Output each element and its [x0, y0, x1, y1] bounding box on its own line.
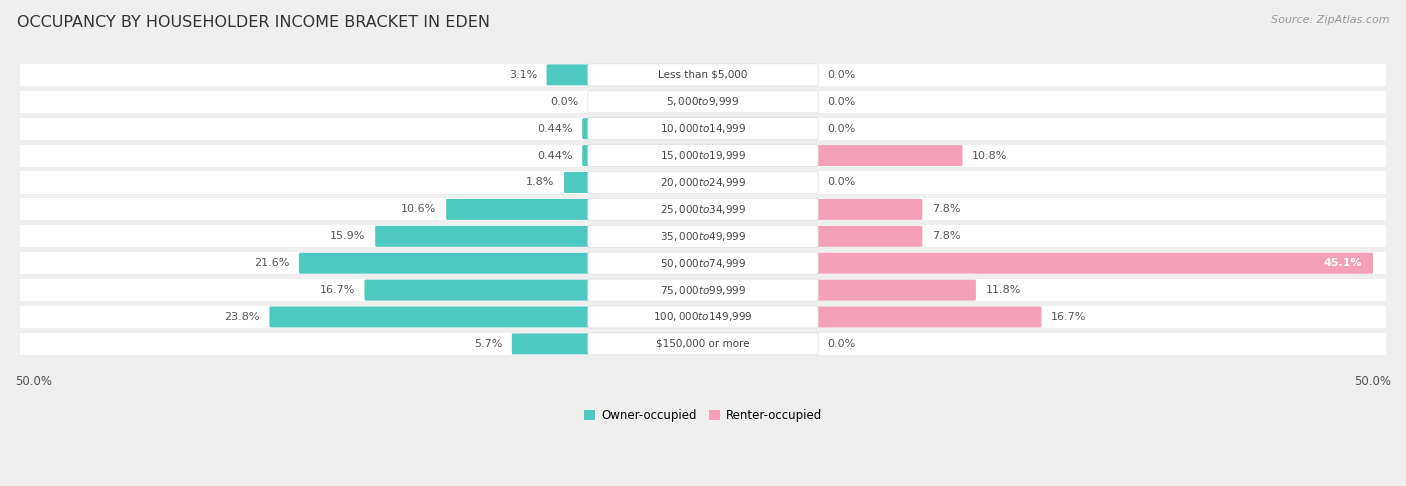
- FancyBboxPatch shape: [20, 144, 1386, 167]
- Text: 45.1%: 45.1%: [1323, 258, 1362, 268]
- Text: $150,000 or more: $150,000 or more: [657, 339, 749, 349]
- FancyBboxPatch shape: [815, 307, 1042, 328]
- FancyBboxPatch shape: [446, 199, 591, 220]
- Text: 3.1%: 3.1%: [509, 70, 537, 80]
- FancyBboxPatch shape: [588, 172, 818, 193]
- Text: 21.6%: 21.6%: [254, 258, 290, 268]
- Text: 16.7%: 16.7%: [319, 285, 354, 295]
- Text: 0.0%: 0.0%: [828, 339, 856, 349]
- FancyBboxPatch shape: [815, 226, 922, 247]
- FancyBboxPatch shape: [20, 91, 1386, 113]
- FancyBboxPatch shape: [20, 172, 1386, 193]
- Text: 7.8%: 7.8%: [932, 231, 960, 241]
- Text: $5,000 to $9,999: $5,000 to $9,999: [666, 95, 740, 108]
- FancyBboxPatch shape: [20, 198, 1386, 221]
- Text: Source: ZipAtlas.com: Source: ZipAtlas.com: [1271, 15, 1389, 25]
- FancyBboxPatch shape: [20, 306, 1386, 328]
- FancyBboxPatch shape: [564, 172, 591, 193]
- FancyBboxPatch shape: [20, 225, 1386, 247]
- Text: $10,000 to $14,999: $10,000 to $14,999: [659, 122, 747, 135]
- FancyBboxPatch shape: [588, 91, 818, 113]
- FancyBboxPatch shape: [375, 226, 591, 247]
- FancyBboxPatch shape: [815, 199, 922, 220]
- Text: $75,000 to $99,999: $75,000 to $99,999: [659, 284, 747, 296]
- FancyBboxPatch shape: [588, 306, 818, 328]
- Text: $25,000 to $34,999: $25,000 to $34,999: [659, 203, 747, 216]
- FancyBboxPatch shape: [588, 64, 818, 86]
- Text: $20,000 to $24,999: $20,000 to $24,999: [659, 176, 747, 189]
- Text: 15.9%: 15.9%: [330, 231, 366, 241]
- FancyBboxPatch shape: [20, 118, 1386, 139]
- FancyBboxPatch shape: [588, 118, 818, 139]
- FancyBboxPatch shape: [20, 252, 1386, 274]
- Text: 10.8%: 10.8%: [972, 151, 1008, 160]
- FancyBboxPatch shape: [815, 253, 1406, 274]
- FancyBboxPatch shape: [588, 333, 818, 355]
- FancyBboxPatch shape: [20, 333, 1386, 355]
- FancyBboxPatch shape: [20, 64, 1386, 86]
- Text: OCCUPANCY BY HOUSEHOLDER INCOME BRACKET IN EDEN: OCCUPANCY BY HOUSEHOLDER INCOME BRACKET …: [17, 15, 489, 30]
- FancyBboxPatch shape: [588, 198, 818, 221]
- FancyBboxPatch shape: [547, 64, 591, 86]
- Text: 0.0%: 0.0%: [828, 97, 856, 107]
- Text: 0.44%: 0.44%: [537, 123, 572, 134]
- FancyBboxPatch shape: [588, 144, 818, 167]
- Text: 0.0%: 0.0%: [828, 123, 856, 134]
- Text: 0.0%: 0.0%: [550, 97, 578, 107]
- Text: 7.8%: 7.8%: [932, 205, 960, 214]
- FancyBboxPatch shape: [582, 118, 591, 139]
- Text: 0.44%: 0.44%: [537, 151, 572, 160]
- Text: Less than $5,000: Less than $5,000: [658, 70, 748, 80]
- Text: 0.0%: 0.0%: [828, 70, 856, 80]
- FancyBboxPatch shape: [20, 279, 1386, 301]
- Text: 23.8%: 23.8%: [225, 312, 260, 322]
- Text: $100,000 to $149,999: $100,000 to $149,999: [654, 311, 752, 324]
- FancyBboxPatch shape: [299, 253, 591, 274]
- Text: 16.7%: 16.7%: [1052, 312, 1087, 322]
- FancyBboxPatch shape: [588, 252, 818, 274]
- FancyBboxPatch shape: [582, 145, 591, 166]
- Text: $15,000 to $19,999: $15,000 to $19,999: [659, 149, 747, 162]
- FancyBboxPatch shape: [270, 307, 591, 328]
- Text: 11.8%: 11.8%: [986, 285, 1021, 295]
- FancyBboxPatch shape: [512, 333, 591, 354]
- Text: $35,000 to $49,999: $35,000 to $49,999: [659, 230, 747, 243]
- FancyBboxPatch shape: [588, 225, 818, 247]
- FancyBboxPatch shape: [815, 145, 963, 166]
- FancyBboxPatch shape: [815, 279, 976, 300]
- Text: 0.0%: 0.0%: [828, 177, 856, 188]
- Text: 1.8%: 1.8%: [526, 177, 554, 188]
- Text: $50,000 to $74,999: $50,000 to $74,999: [659, 257, 747, 270]
- Legend: Owner-occupied, Renter-occupied: Owner-occupied, Renter-occupied: [579, 404, 827, 427]
- Text: 5.7%: 5.7%: [474, 339, 502, 349]
- FancyBboxPatch shape: [588, 279, 818, 301]
- Text: 10.6%: 10.6%: [401, 205, 436, 214]
- FancyBboxPatch shape: [364, 279, 591, 300]
